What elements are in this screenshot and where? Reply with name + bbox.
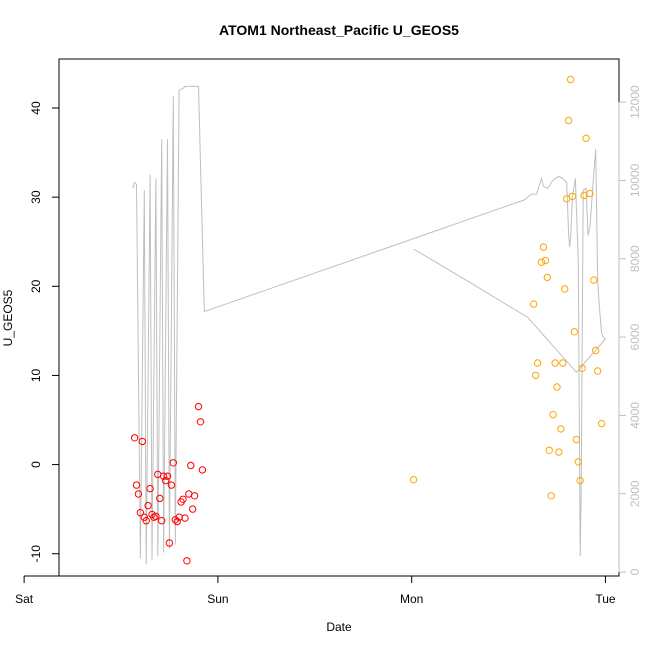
altitude-line xyxy=(132,85,607,565)
y-tick-label: 10 xyxy=(29,368,43,382)
data-point xyxy=(159,472,168,480)
y-tick-label: 40 xyxy=(29,101,43,115)
data-point xyxy=(198,466,207,474)
x-axis-label: Date xyxy=(326,620,352,634)
data-point xyxy=(532,371,540,380)
data-point xyxy=(173,517,181,526)
right-tick-label: 12000 xyxy=(628,85,642,119)
data-point xyxy=(179,495,187,503)
data-point xyxy=(568,192,577,201)
data-point xyxy=(171,516,180,524)
data-point xyxy=(586,189,594,198)
y-axis-label: U_GEOS5 xyxy=(1,289,15,346)
data-point xyxy=(539,243,548,251)
data-point xyxy=(576,476,584,485)
data-point xyxy=(533,359,542,367)
data-point xyxy=(152,512,160,520)
y-tick-label: 30 xyxy=(29,190,43,204)
data-point xyxy=(549,411,557,419)
data-point xyxy=(564,116,573,125)
right-tick-label: 10000 xyxy=(628,163,642,197)
data-point xyxy=(181,514,189,522)
data-point xyxy=(530,300,538,308)
data-point xyxy=(161,476,170,485)
data-point xyxy=(156,494,164,503)
x-tick-label: Mon xyxy=(400,592,423,606)
right-tick-label: 0 xyxy=(628,568,642,575)
right-tick-label: 6000 xyxy=(628,323,642,350)
data-point xyxy=(572,435,581,444)
data-point xyxy=(142,517,150,525)
data-point xyxy=(146,484,154,493)
x-tick-label: Tue xyxy=(595,592,616,606)
data-point xyxy=(541,256,550,265)
right-tick-label: 8000 xyxy=(628,245,642,272)
right-tick-label: 4000 xyxy=(628,402,642,429)
data-point xyxy=(543,273,551,282)
data-point xyxy=(597,419,606,428)
data-point xyxy=(187,461,195,470)
data-point xyxy=(196,418,205,426)
y-tick-label: 0 xyxy=(29,461,43,468)
data-point xyxy=(592,346,600,355)
data-point xyxy=(590,276,598,284)
data-point xyxy=(134,490,143,498)
data-point xyxy=(559,359,567,367)
data-point xyxy=(163,472,172,480)
data-point xyxy=(140,513,149,521)
data-point xyxy=(409,476,418,484)
data-point xyxy=(545,446,553,454)
data-point xyxy=(144,501,152,510)
data-point xyxy=(138,437,147,446)
data-point xyxy=(578,364,586,372)
data-point xyxy=(561,285,569,293)
data-point xyxy=(537,258,546,266)
data-point xyxy=(594,367,602,375)
data-point xyxy=(189,505,197,513)
x-tick-label: Sun xyxy=(207,592,228,606)
data-point xyxy=(570,328,579,336)
data-point xyxy=(555,448,563,456)
data-point xyxy=(582,134,590,143)
data-point xyxy=(574,458,582,466)
data-point xyxy=(165,539,174,547)
data-point xyxy=(194,402,203,411)
data-point xyxy=(566,75,575,84)
data-point xyxy=(557,425,565,433)
data-point xyxy=(553,383,561,391)
data-point xyxy=(547,492,555,500)
data-point xyxy=(183,557,191,565)
data-point xyxy=(167,481,176,489)
data-point xyxy=(136,509,145,517)
data-point xyxy=(169,459,178,467)
y-tick-label: 20 xyxy=(29,279,43,293)
data-point xyxy=(158,517,166,525)
x-tick-label: Sat xyxy=(15,592,34,606)
y-tick-label: -10 xyxy=(29,545,43,563)
chart-title: ATOM1 Northeast_Pacific U_GEOS5 xyxy=(219,22,459,38)
right-tick-label: 2000 xyxy=(628,480,642,507)
data-point xyxy=(132,481,141,489)
data-point xyxy=(130,434,139,442)
data-point xyxy=(190,492,199,500)
data-point xyxy=(551,359,559,367)
